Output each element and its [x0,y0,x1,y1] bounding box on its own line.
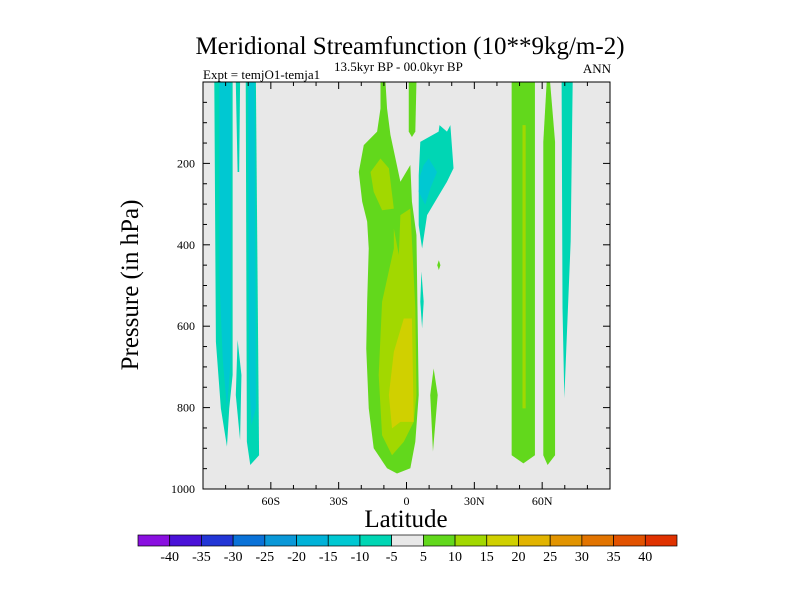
plot-frame [202,81,611,490]
colorbar-label: 5 [420,550,427,565]
colorbar-label: 30 [575,550,589,565]
colorbar-box [296,534,329,547]
colorbar: -40 -35 -30 -25 -20 -15 -10 -5 5 10 15 20 25 30 35 40 [137,534,678,565]
experiment-label: Expt = temjO1-temja1 [203,67,320,82]
contour-region-level--15 [418,158,438,205]
colorbar-box [549,534,583,547]
contour-region-level--10 [420,271,424,329]
y-tick-label: 1000 [171,482,195,496]
contour-region-level-15 [388,318,414,429]
colorbar-label: 20 [511,550,525,565]
x-tick-label: 60N [532,494,553,508]
contour-regions [214,82,573,474]
y-axis-label: Pressure (in hPa) [117,200,144,371]
colorbar-box [201,534,234,547]
colorbar-box [391,534,424,547]
colorbar-label: 10 [448,550,462,565]
y-tick-label: 400 [177,238,195,252]
colorbar-box [137,534,171,547]
colorbar-label: 40 [638,550,652,565]
colorbar-box [232,534,266,547]
contour-region-level--10 [235,340,242,441]
chart-title: Meridional Streamfunction (10**9kg/m-2) [195,33,624,60]
contour-region-level-5 [543,82,556,465]
contour-region-level-5 [430,368,438,452]
colorbar-box [613,534,646,547]
y-tick-label: 600 [177,319,195,333]
colorbar-box [581,534,614,547]
colorbar-label: -20 [287,550,306,565]
colorbar-box [423,534,456,547]
colorbar-label: 35 [607,550,621,565]
colorbar-label: 25 [543,550,557,565]
contour-region-level--10 [418,125,454,249]
colorbar-box [327,534,361,547]
colorbar-box [518,534,551,547]
x-tick-label: 30S [329,494,348,508]
colorbar-label: -25 [255,550,274,565]
colorbar-label: -35 [192,550,211,565]
y-tick-label: 200 [177,156,195,170]
colorbar-box [264,534,297,547]
contour-region-level-5 [408,82,417,137]
x-tick-label: 60S [261,494,280,508]
colorbar-label: 15 [480,550,494,565]
contour-region-level--15 [248,82,256,426]
contour-region-level-10 [522,125,526,409]
colorbar-label: -40 [160,550,179,565]
colorbar-box [486,534,519,547]
colorbar-box [644,534,678,547]
colorbar-label: -10 [351,550,370,565]
colorbar-label: -15 [319,550,338,565]
colorbar-box [454,534,488,547]
contour-region-level-10 [370,158,394,211]
colorbar-label: -5 [386,550,398,565]
contour-region-level--10 [235,82,241,172]
colorbar-box [359,534,392,547]
chart-subtitle: 13.5kyr BP - 00.0kyr BP [334,59,463,74]
x-tick-label: 30N [464,494,485,508]
contour-region-level-5 [437,260,441,271]
contour-region-level--15 [219,82,231,409]
colorbar-label: -30 [224,550,243,565]
axis-ticks: 200 400 600 800 1000 60S 30S 0 30N 60N [171,82,610,508]
y-tick-label: 800 [177,401,195,415]
season-label: ANN [583,61,612,76]
x-tick-label: 0 [404,494,410,508]
contour-region-level--10 [561,82,573,399]
colorbar-box [169,534,202,547]
x-axis-label: Latitude [364,506,447,533]
